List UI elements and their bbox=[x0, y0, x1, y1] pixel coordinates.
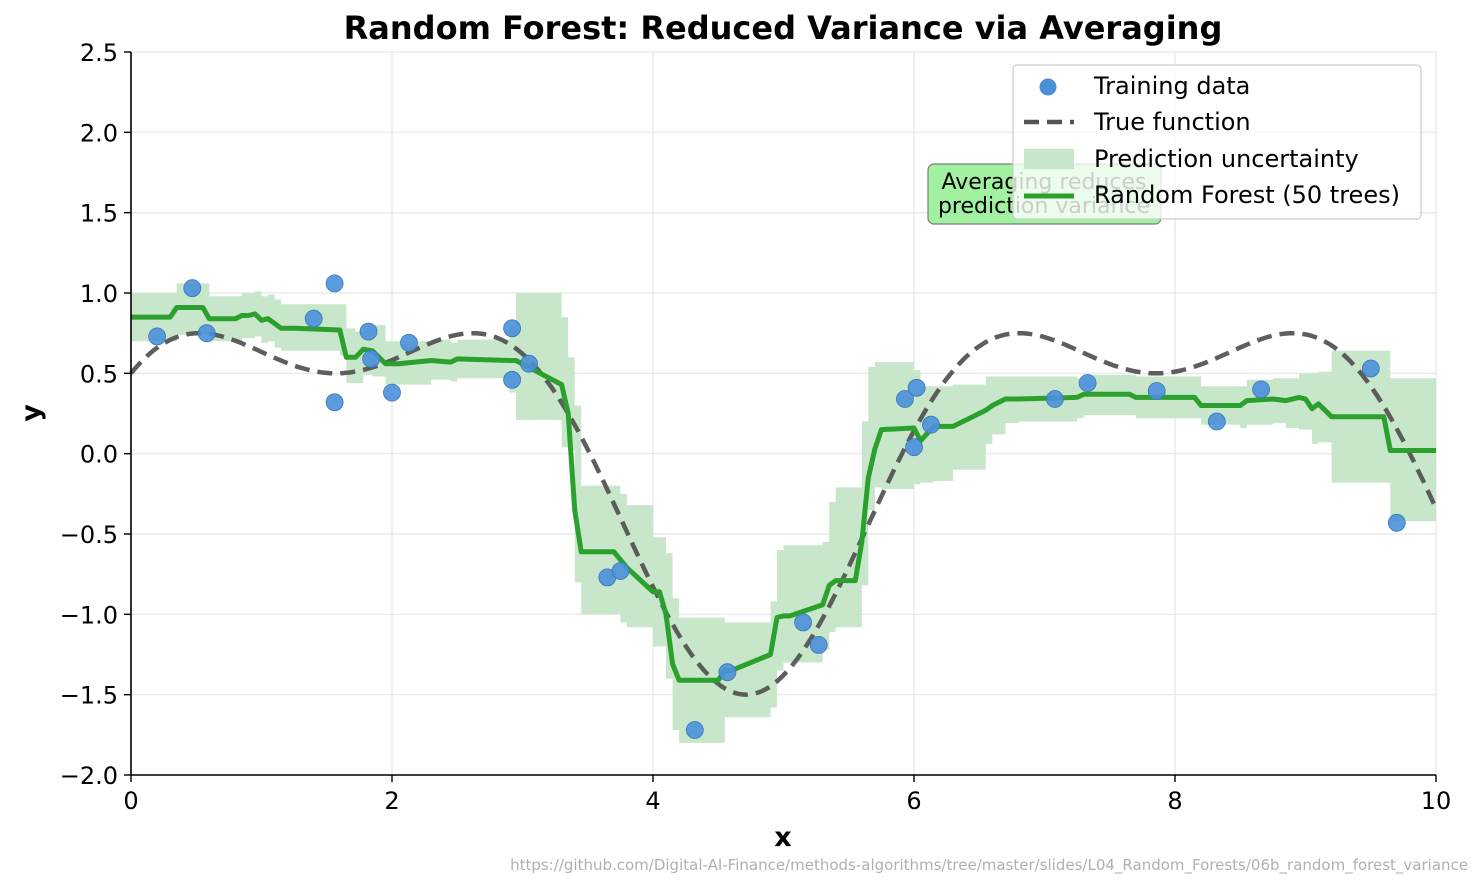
legend-label-forest: Random Forest (50 trees) bbox=[1094, 181, 1400, 209]
legend: Training data True function Prediction u… bbox=[1012, 64, 1422, 220]
x-ticks: 0 2 4 6 8 10 bbox=[123, 775, 1451, 815]
training-point-5 bbox=[325, 393, 344, 412]
training-point-4 bbox=[325, 274, 344, 293]
y-tick-label-7: 1.5 bbox=[80, 200, 118, 228]
y-tick-label-4: 0.0 bbox=[80, 441, 118, 469]
training-points bbox=[148, 274, 1406, 739]
x-tick-label-5: 10 bbox=[1421, 787, 1452, 815]
x-tick-label-2: 4 bbox=[645, 787, 660, 815]
x-tick-label-3: 6 bbox=[906, 787, 921, 815]
y-axis-label: y bbox=[16, 404, 47, 422]
training-point-2 bbox=[197, 324, 216, 343]
training-point-24 bbox=[1078, 374, 1097, 392]
training-point-19 bbox=[896, 390, 914, 408]
uncertainty-layer bbox=[131, 283, 1436, 743]
training-point-22 bbox=[922, 415, 940, 434]
training-point-12 bbox=[520, 354, 538, 373]
training-point-29 bbox=[1387, 513, 1406, 532]
y-tick-label-8: 2.0 bbox=[80, 119, 118, 147]
training-point-0 bbox=[148, 327, 167, 346]
y-tick-label-5: 0.5 bbox=[80, 360, 118, 388]
y-tick-label-6: 1.0 bbox=[80, 280, 118, 308]
training-point-15 bbox=[685, 721, 704, 739]
legend-label-true-function: True function bbox=[1093, 108, 1251, 136]
training-point-16 bbox=[718, 663, 737, 682]
grid-lines bbox=[130, 51, 1437, 776]
training-point-8 bbox=[383, 383, 401, 402]
training-point-25 bbox=[1147, 382, 1166, 400]
training-point-18 bbox=[809, 636, 828, 654]
x-tick-label-0: 0 bbox=[123, 787, 138, 815]
training-point-6 bbox=[359, 322, 378, 341]
y-tick-label-1: −1.5 bbox=[60, 682, 118, 710]
x-axis-label: x bbox=[774, 822, 791, 853]
y-tick-label-3: −0.5 bbox=[60, 521, 118, 549]
training-point-23 bbox=[1046, 390, 1064, 408]
training-point-17 bbox=[794, 613, 812, 632]
uncertainty-band bbox=[131, 283, 1436, 743]
training-point-7 bbox=[362, 349, 381, 368]
chart-title: Random Forest: Reduced Variance via Aver… bbox=[344, 9, 1223, 47]
training-point-1 bbox=[183, 279, 202, 298]
training-point-11 bbox=[503, 370, 521, 389]
training-point-28 bbox=[1361, 359, 1380, 378]
true-function-layer bbox=[129, 330, 1439, 697]
y-tick-label-2: −1.0 bbox=[60, 601, 118, 629]
x-tick-label-4: 8 bbox=[1167, 787, 1182, 815]
legend-frame bbox=[1012, 64, 1422, 220]
legend-label-training-data: Training data bbox=[1093, 72, 1250, 100]
legend-marker-training-data bbox=[1039, 78, 1057, 96]
legend-label-uncertainty: Prediction uncertainty bbox=[1094, 145, 1359, 173]
training-point-14 bbox=[611, 562, 630, 580]
source-url: https://github.com/Digital-AI-Finance/me… bbox=[510, 856, 1468, 875]
training-point-9 bbox=[400, 333, 418, 352]
training-point-26 bbox=[1207, 412, 1226, 431]
training-point-3 bbox=[304, 309, 323, 328]
y-ticks: −2.0 −1.5 −1.0 −0.5 0.0 0.5 1.0 1.5 2.0 2.5 bbox=[60, 39, 131, 790]
y-tick-label-0: −2.0 bbox=[60, 762, 118, 790]
x-tick-label-1: 2 bbox=[384, 787, 399, 815]
training-point-20 bbox=[905, 438, 923, 457]
training-point-21 bbox=[907, 378, 926, 397]
training-point-27 bbox=[1252, 380, 1270, 399]
training-point-10 bbox=[503, 319, 521, 338]
legend-marker-uncertainty bbox=[1024, 149, 1074, 169]
y-tick-label-9: 2.5 bbox=[80, 39, 118, 67]
true-function-line bbox=[129, 330, 1439, 697]
axes bbox=[130, 52, 1436, 776]
